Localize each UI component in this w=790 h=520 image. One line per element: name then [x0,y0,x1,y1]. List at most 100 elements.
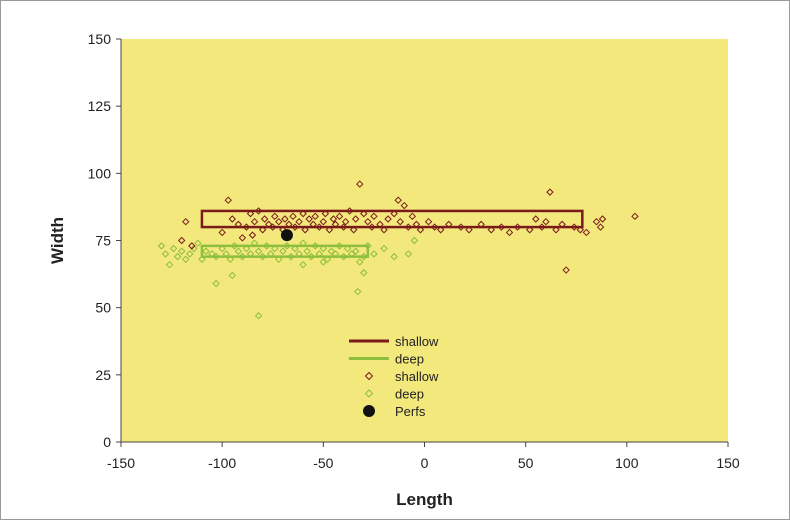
deep-point [190,244,198,253]
shallow-point [269,223,277,231]
shallow-point [339,223,348,231]
deep-point [380,244,388,253]
shallow-point [305,215,313,223]
deep-point [390,252,398,261]
deep-point [370,250,378,258]
shallow-point [424,217,433,226]
deep-point [242,244,251,253]
deep-point [186,250,194,258]
shallow-point [238,234,247,242]
legend-label: deep [395,352,424,367]
shallow-point [505,228,514,237]
legend-label: shallow [395,334,439,349]
shallow-point [430,223,439,231]
shallow-point [271,212,279,221]
shallow-point [319,217,328,226]
deep-point [299,260,307,269]
shallow-point [513,223,522,231]
shallow-point [497,223,506,231]
shallow-point [445,220,453,229]
shallow-point [345,207,354,215]
shallow-point [341,217,350,226]
deep-point [271,244,279,253]
shallow-point [538,223,546,231]
x-tick-label: 100 [615,455,639,471]
deep-point [194,239,202,247]
deep-box-rect [200,244,370,258]
deep-point [234,247,243,255]
deep-point [218,244,226,253]
shallow-point [349,226,358,234]
shallow-point [598,215,607,223]
deep-point [410,236,419,245]
deep-point [226,255,234,264]
shallow-point [246,209,255,218]
shallow-point [285,220,293,229]
plot-area [121,39,728,442]
shallow-point [309,220,317,229]
x-tick-label: 150 [716,455,740,471]
shallow-point [224,196,232,204]
shallow-point [526,226,534,234]
shallow-point [188,242,196,250]
deep-point [404,250,413,258]
chart-axes: -150 -100 -50 0 50 100 150 0 25 50 75 100 125 150 [88,31,740,471]
deep-point [177,247,186,255]
shallow-point [275,217,283,226]
y-tick-label: 125 [88,98,112,114]
shallow-point [254,207,263,215]
shallow-point [552,226,560,234]
legend-marker-deep_points [364,389,374,398]
deep-point [279,247,287,255]
shallow-point [394,196,402,204]
shallow-point [331,220,340,229]
y-axis-title: Width [48,217,67,264]
deep-point [303,247,311,255]
shallow-point [562,266,570,274]
shallow-point [416,226,425,234]
shallow-point [457,223,465,231]
shallow-point [576,226,585,234]
shallow-point [370,212,378,221]
deep-point [182,255,190,264]
deep-point [173,252,182,261]
shallow-point [532,215,540,223]
deep-point [161,250,170,258]
deep-point [291,244,299,253]
shallow-point [546,188,554,196]
x-tick-label: -50 [313,455,333,471]
shallow-point [291,223,299,231]
deep-point [360,269,368,277]
shallow-point [368,223,376,231]
deep-point [356,258,364,266]
shallow-point [582,228,591,237]
deep-point [228,271,236,280]
shallow-point [250,217,259,226]
shallow-point [596,223,605,231]
shallow-point [400,201,408,210]
deep-point [323,255,332,264]
shallow-point [182,217,190,226]
shallow-point [242,223,251,231]
shallow-point [412,220,421,229]
shallow-point [351,215,360,223]
shallow-point [311,212,319,221]
deep-point [157,242,166,250]
deep-point [165,260,174,269]
chart-legend: shallow deep shallow deep Perfs [349,334,439,419]
shallow-point [248,231,257,239]
deep-point [354,287,362,296]
shallow-point [264,220,273,229]
x-tick-label: -150 [107,455,135,471]
shallow-point [356,180,364,188]
deep-point [327,247,336,255]
x-tick-label: -100 [208,455,236,471]
shallow-point [380,226,388,234]
shallow-point [477,220,485,229]
shallow-point [299,209,307,218]
legend-marker-shallow_points [364,371,374,381]
deep-point [212,279,220,288]
shallow-point [542,217,550,226]
shallow-point [329,215,338,223]
